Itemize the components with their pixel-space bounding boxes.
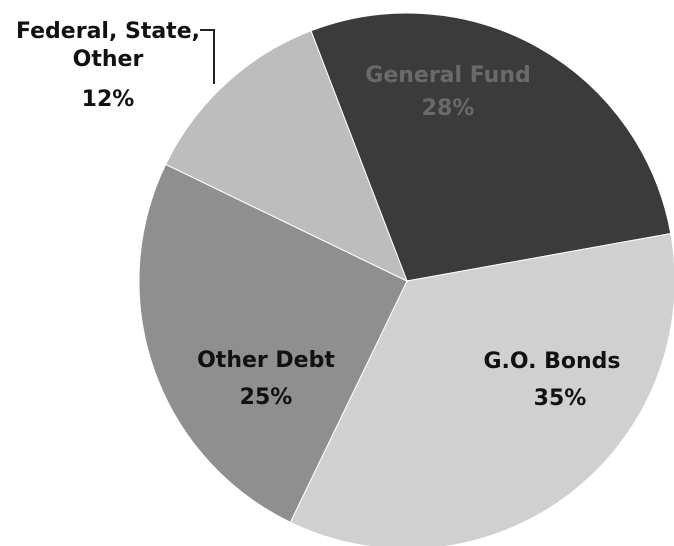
leader-line xyxy=(200,29,215,84)
pie-slices xyxy=(138,12,674,546)
pie-slice-federal-state-other xyxy=(165,30,408,282)
label-other-debt: Other Debt 25% xyxy=(197,348,335,410)
label-go-bonds: G.O. Bonds 35% xyxy=(483,349,620,411)
slice-value-general-fund: 28% xyxy=(422,96,475,121)
slice-category-go-bonds: G.O. Bonds xyxy=(483,349,620,374)
label-general-fund: General Fund 28% xyxy=(365,63,530,121)
slice-value-other-debt: 25% xyxy=(240,385,293,410)
pie-slice-other-debt xyxy=(138,163,408,523)
label-federal-state-other: Federal, State, Other 12% xyxy=(16,19,200,112)
outside-label-line1: Federal, State, xyxy=(16,19,200,44)
slice-value-go-bonds: 35% xyxy=(534,386,587,411)
outside-label-line3: 12% xyxy=(82,87,135,112)
slice-category-other-debt: Other Debt xyxy=(197,348,335,373)
slice-category-general-fund: General Fund xyxy=(365,63,530,88)
outside-label-line2: Other xyxy=(73,47,144,72)
pie-slice-general-fund xyxy=(310,12,672,282)
